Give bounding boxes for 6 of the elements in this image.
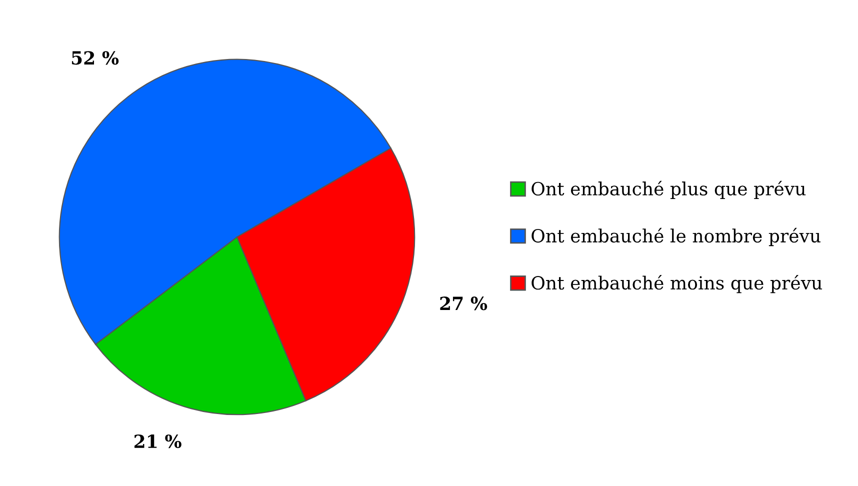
legend-label: Ont embauché moins que prévu bbox=[532, 274, 822, 294]
legend-label: Ont embauché le nombre prévu bbox=[532, 228, 820, 246]
legend-label: Ont embauché plus que prévu bbox=[532, 180, 806, 200]
data-label: 52 % bbox=[72, 51, 119, 65]
data-label: 21 % bbox=[134, 434, 182, 448]
data-label: 27 % bbox=[440, 296, 488, 310]
